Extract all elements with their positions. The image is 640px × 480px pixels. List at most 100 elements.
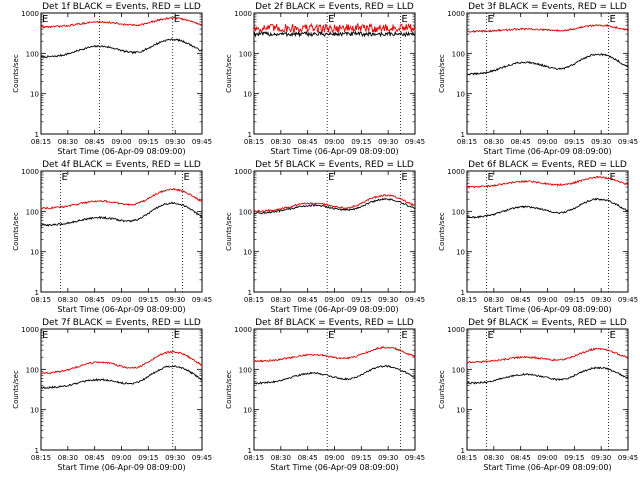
event-marker-label: E [488,172,494,183]
y-tick-label: 1 [35,131,39,139]
x-tick-label: 08:15 [457,454,477,462]
x-tick-label: 09:00 [324,138,344,146]
events-rate-line [40,38,203,59]
x-tick-label: 09:45 [618,454,638,462]
y-tick-label: 1 [461,131,465,139]
event-marker-label: E [401,172,407,183]
lld-rate-line [253,22,416,35]
x-tick-label: 08:30 [58,454,78,462]
x-tick-label: 09:45 [405,138,425,146]
event-marker-label: E [401,14,407,25]
x-tick-label: 08:45 [298,296,318,304]
x-tick-label: 09:00 [111,138,131,146]
plot-frame [466,170,629,293]
event-marker-label: E [328,14,334,25]
y-tick-label: 10 [243,407,252,415]
x-tick-label: 08:45 [298,454,318,462]
x-tick-label: 08:30 [484,454,504,462]
x-tick-label: 09:45 [618,138,638,146]
x-tick-label: 09:30 [378,454,398,462]
x-tick-label: 08:45 [85,296,105,304]
x-tick-label: 08:30 [58,296,78,304]
x-tick-label: 08:45 [511,454,531,462]
x-tick-label: 09:30 [165,138,185,146]
x-tick-label: 09:30 [378,296,398,304]
y-axis-label: Counts/sec [438,212,446,251]
x-tick-label: 09:00 [537,296,557,304]
x-tick-label: 09:45 [192,296,212,304]
x-tick-label: 08:30 [484,138,504,146]
y-axis-label: Counts/sec [225,370,233,409]
x-tick-label: 08:15 [457,296,477,304]
x-tick-label: 08:45 [85,454,105,462]
plot-frame [253,170,416,293]
y-tick-label: 1000 [21,326,39,334]
y-tick-label: 1 [35,447,39,455]
event-marker-label: E [609,330,615,341]
y-axis-label: Counts/sec [438,54,446,93]
y-tick-label: 100 [452,208,465,216]
x-tick-label: 09:30 [378,138,398,146]
x-axis-label: Start Time (06-Apr-09 08:09:00) [483,305,611,314]
x-tick-label: 08:30 [271,454,291,462]
x-tick-label: 09:45 [192,454,212,462]
lld-rate-line [40,16,203,29]
panel-title: Det 8f BLACK = Events, RED = LLD [255,318,414,328]
y-axis-label: Counts/sec [12,370,20,409]
events-rate-line [466,53,629,76]
detector-panel: Det 5f BLACK = Events, RED = LLD 1 10 100 10… [225,160,425,314]
x-axis-label: Start Time (06-Apr-09 08:09:00) [270,305,398,314]
event-marker-label: E [174,330,180,341]
x-tick-label: 08:45 [298,138,318,146]
x-tick-label: 09:00 [111,454,131,462]
y-tick-label: 10 [456,91,465,99]
x-tick-label: 08:15 [31,296,51,304]
y-tick-label: 10 [456,249,465,257]
event-marker-label: E [401,330,407,341]
detector-panel: Det 3f BLACK = Events, RED = LLD 1 10 100 10… [438,2,638,156]
plot-frame [40,170,203,293]
panel-title: Det 7f BLACK = Events, RED = LLD [42,318,201,328]
x-tick-label: 09:45 [618,296,638,304]
events-rate-line [254,364,416,385]
x-tick-label: 09:30 [165,454,185,462]
event-marker-label: E [62,172,68,183]
panel-title: Det 1f BLACK = Events, RED = LLD [42,2,201,12]
detector-panel: Det 2f BLACK = Events, RED = LLD 1 10 100 10… [225,2,425,156]
y-tick-label: 100 [239,366,252,374]
lld-rate-line [40,187,203,210]
y-tick-label: 1000 [21,168,39,176]
y-tick-label: 100 [26,366,39,374]
lld-rate-line [253,345,416,363]
events-rate-line [466,197,629,219]
event-marker-label: E [488,14,494,25]
events-rate-line [40,201,203,227]
detector-panel: Det 1f BLACK = Events, RED = LLD 1 10 100 10… [12,2,212,156]
x-tick-label: 09:45 [405,454,425,462]
detector-panel: Det 9f BLACK = Events, RED = LLD 1 10 100 10… [438,318,638,472]
detector-panel: Det 4f BLACK = Events, RED = LLD 1 10 100 10… [12,160,212,314]
y-tick-label: 1 [35,289,39,297]
lld-rate-line [466,347,629,364]
y-tick-label: 10 [30,91,39,99]
x-tick-label: 09:15 [351,138,371,146]
y-tick-label: 1000 [234,326,252,334]
y-tick-label: 1000 [447,168,465,176]
x-tick-label: 09:00 [324,296,344,304]
x-tick-label: 09:00 [324,454,344,462]
x-tick-label: 09:15 [138,138,158,146]
x-tick-label: 08:30 [58,138,78,146]
y-tick-label: 10 [243,91,252,99]
y-tick-label: 1000 [234,10,252,18]
panel-title: Det 3f BLACK = Events, RED = LLD [468,2,627,12]
x-tick-label: 09:45 [405,296,425,304]
y-tick-label: 10 [30,407,39,415]
panel-title: Det 9f BLACK = Events, RED = LLD [468,318,627,328]
lld-rate-line [40,350,203,375]
y-tick-label: 1000 [21,10,39,18]
x-tick-label: 09:30 [591,454,611,462]
plot-frame [40,12,203,135]
x-axis-label: Start Time (06-Apr-09 08:09:00) [270,463,398,472]
y-tick-label: 1000 [447,326,465,334]
